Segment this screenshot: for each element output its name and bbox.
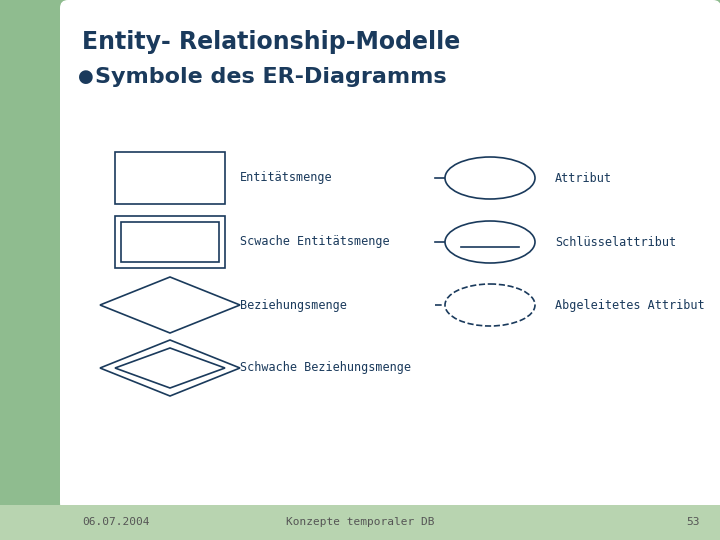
Polygon shape (100, 277, 240, 333)
Text: Entity- Relationship-Modelle: Entity- Relationship-Modelle (82, 30, 460, 54)
Bar (115, 216, 225, 268)
Text: Symbole des ER-Diagramms: Symbole des ER-Diagramms (95, 67, 446, 87)
Bar (121, 222, 219, 262)
Polygon shape (100, 340, 240, 396)
Text: Schlüsselattribut: Schlüsselattribut (555, 235, 676, 248)
Ellipse shape (445, 284, 535, 326)
Bar (0, 505, 720, 540)
Text: Entitätsmenge: Entitätsmenge (240, 172, 333, 185)
Bar (115, 152, 225, 204)
Text: Beziehungsmenge: Beziehungsmenge (240, 299, 347, 312)
Text: Konzepte temporaler DB: Konzepte temporaler DB (286, 517, 434, 527)
Text: Scwache Entitätsmenge: Scwache Entitätsmenge (240, 235, 390, 248)
FancyBboxPatch shape (60, 0, 720, 511)
Text: Schwache Beziehungsmenge: Schwache Beziehungsmenge (240, 361, 411, 375)
Text: 53: 53 (686, 517, 700, 527)
Ellipse shape (445, 157, 535, 199)
Text: 06.07.2004: 06.07.2004 (82, 517, 150, 527)
Ellipse shape (445, 221, 535, 263)
Polygon shape (115, 348, 225, 388)
Text: Abgeleitetes Attribut: Abgeleitetes Attribut (555, 299, 705, 312)
Text: ●: ● (78, 68, 94, 86)
Text: Attribut: Attribut (555, 172, 612, 185)
